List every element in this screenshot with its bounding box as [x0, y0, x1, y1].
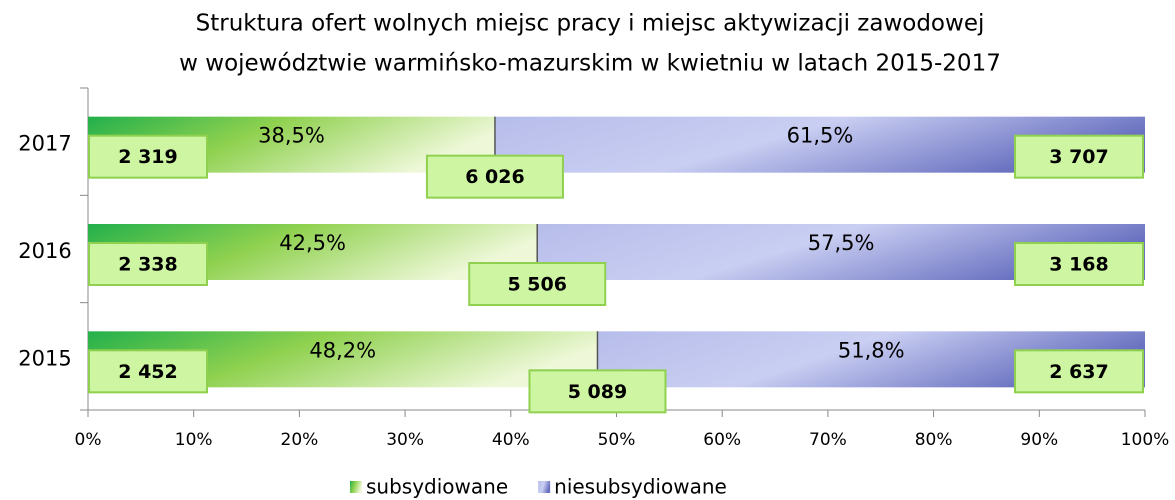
count-label: 5 506	[507, 274, 567, 296]
count-box	[88, 134, 208, 179]
count-label: 2 338	[118, 254, 178, 276]
chart-title: Struktura ofert wolnych miejsc pracy i m…	[196, 11, 985, 37]
y-tick-label: 2015	[18, 346, 71, 370]
count-label: 2 319	[118, 146, 178, 168]
legend-label: niesubsydiowane	[554, 475, 727, 499]
chart-title: w województwie warmińsko-mazurskim w kwi…	[179, 51, 1001, 77]
value-label: 61,5%	[787, 124, 854, 148]
count-label: 5 089	[568, 381, 628, 403]
value-label: 38,5%	[258, 124, 325, 148]
legend-label: subsydiowane	[366, 475, 508, 499]
count-box	[468, 262, 607, 306]
value-label: 42,5%	[279, 231, 346, 255]
count-label: 6 026	[465, 166, 525, 188]
y-tick-label: 2016	[18, 239, 71, 263]
x-tick-label: 0%	[75, 430, 102, 450]
count-box	[425, 154, 564, 199]
x-tick-label: 40%	[492, 430, 530, 450]
x-tick-label: 30%	[386, 430, 424, 450]
count-box	[1014, 242, 1144, 286]
legend-swatch	[350, 481, 362, 493]
x-tick-label: 10%	[175, 430, 213, 450]
value-label: 51,8%	[838, 338, 905, 362]
count-label: 3 168	[1049, 254, 1109, 276]
count-box	[1014, 134, 1144, 179]
value-label: 57,5%	[808, 231, 875, 255]
count-box	[88, 349, 208, 394]
x-tick-label: 20%	[281, 430, 319, 450]
x-tick-label: 80%	[915, 430, 953, 450]
legend-swatch	[538, 481, 551, 493]
value-label: 48,2%	[309, 338, 376, 362]
count-label: 3 707	[1049, 146, 1109, 168]
x-tick-label: 100%	[1121, 430, 1170, 450]
count-box	[528, 369, 667, 414]
count-label: 2 637	[1049, 361, 1109, 383]
y-tick-label: 2017	[18, 132, 71, 156]
x-tick-label: 50%	[598, 430, 636, 450]
count-box	[1014, 349, 1144, 394]
x-tick-label: 90%	[1020, 430, 1058, 450]
x-tick-label: 60%	[703, 430, 741, 450]
count-label: 2 452	[118, 361, 178, 383]
x-tick-label: 70%	[809, 430, 847, 450]
count-box	[88, 242, 208, 286]
